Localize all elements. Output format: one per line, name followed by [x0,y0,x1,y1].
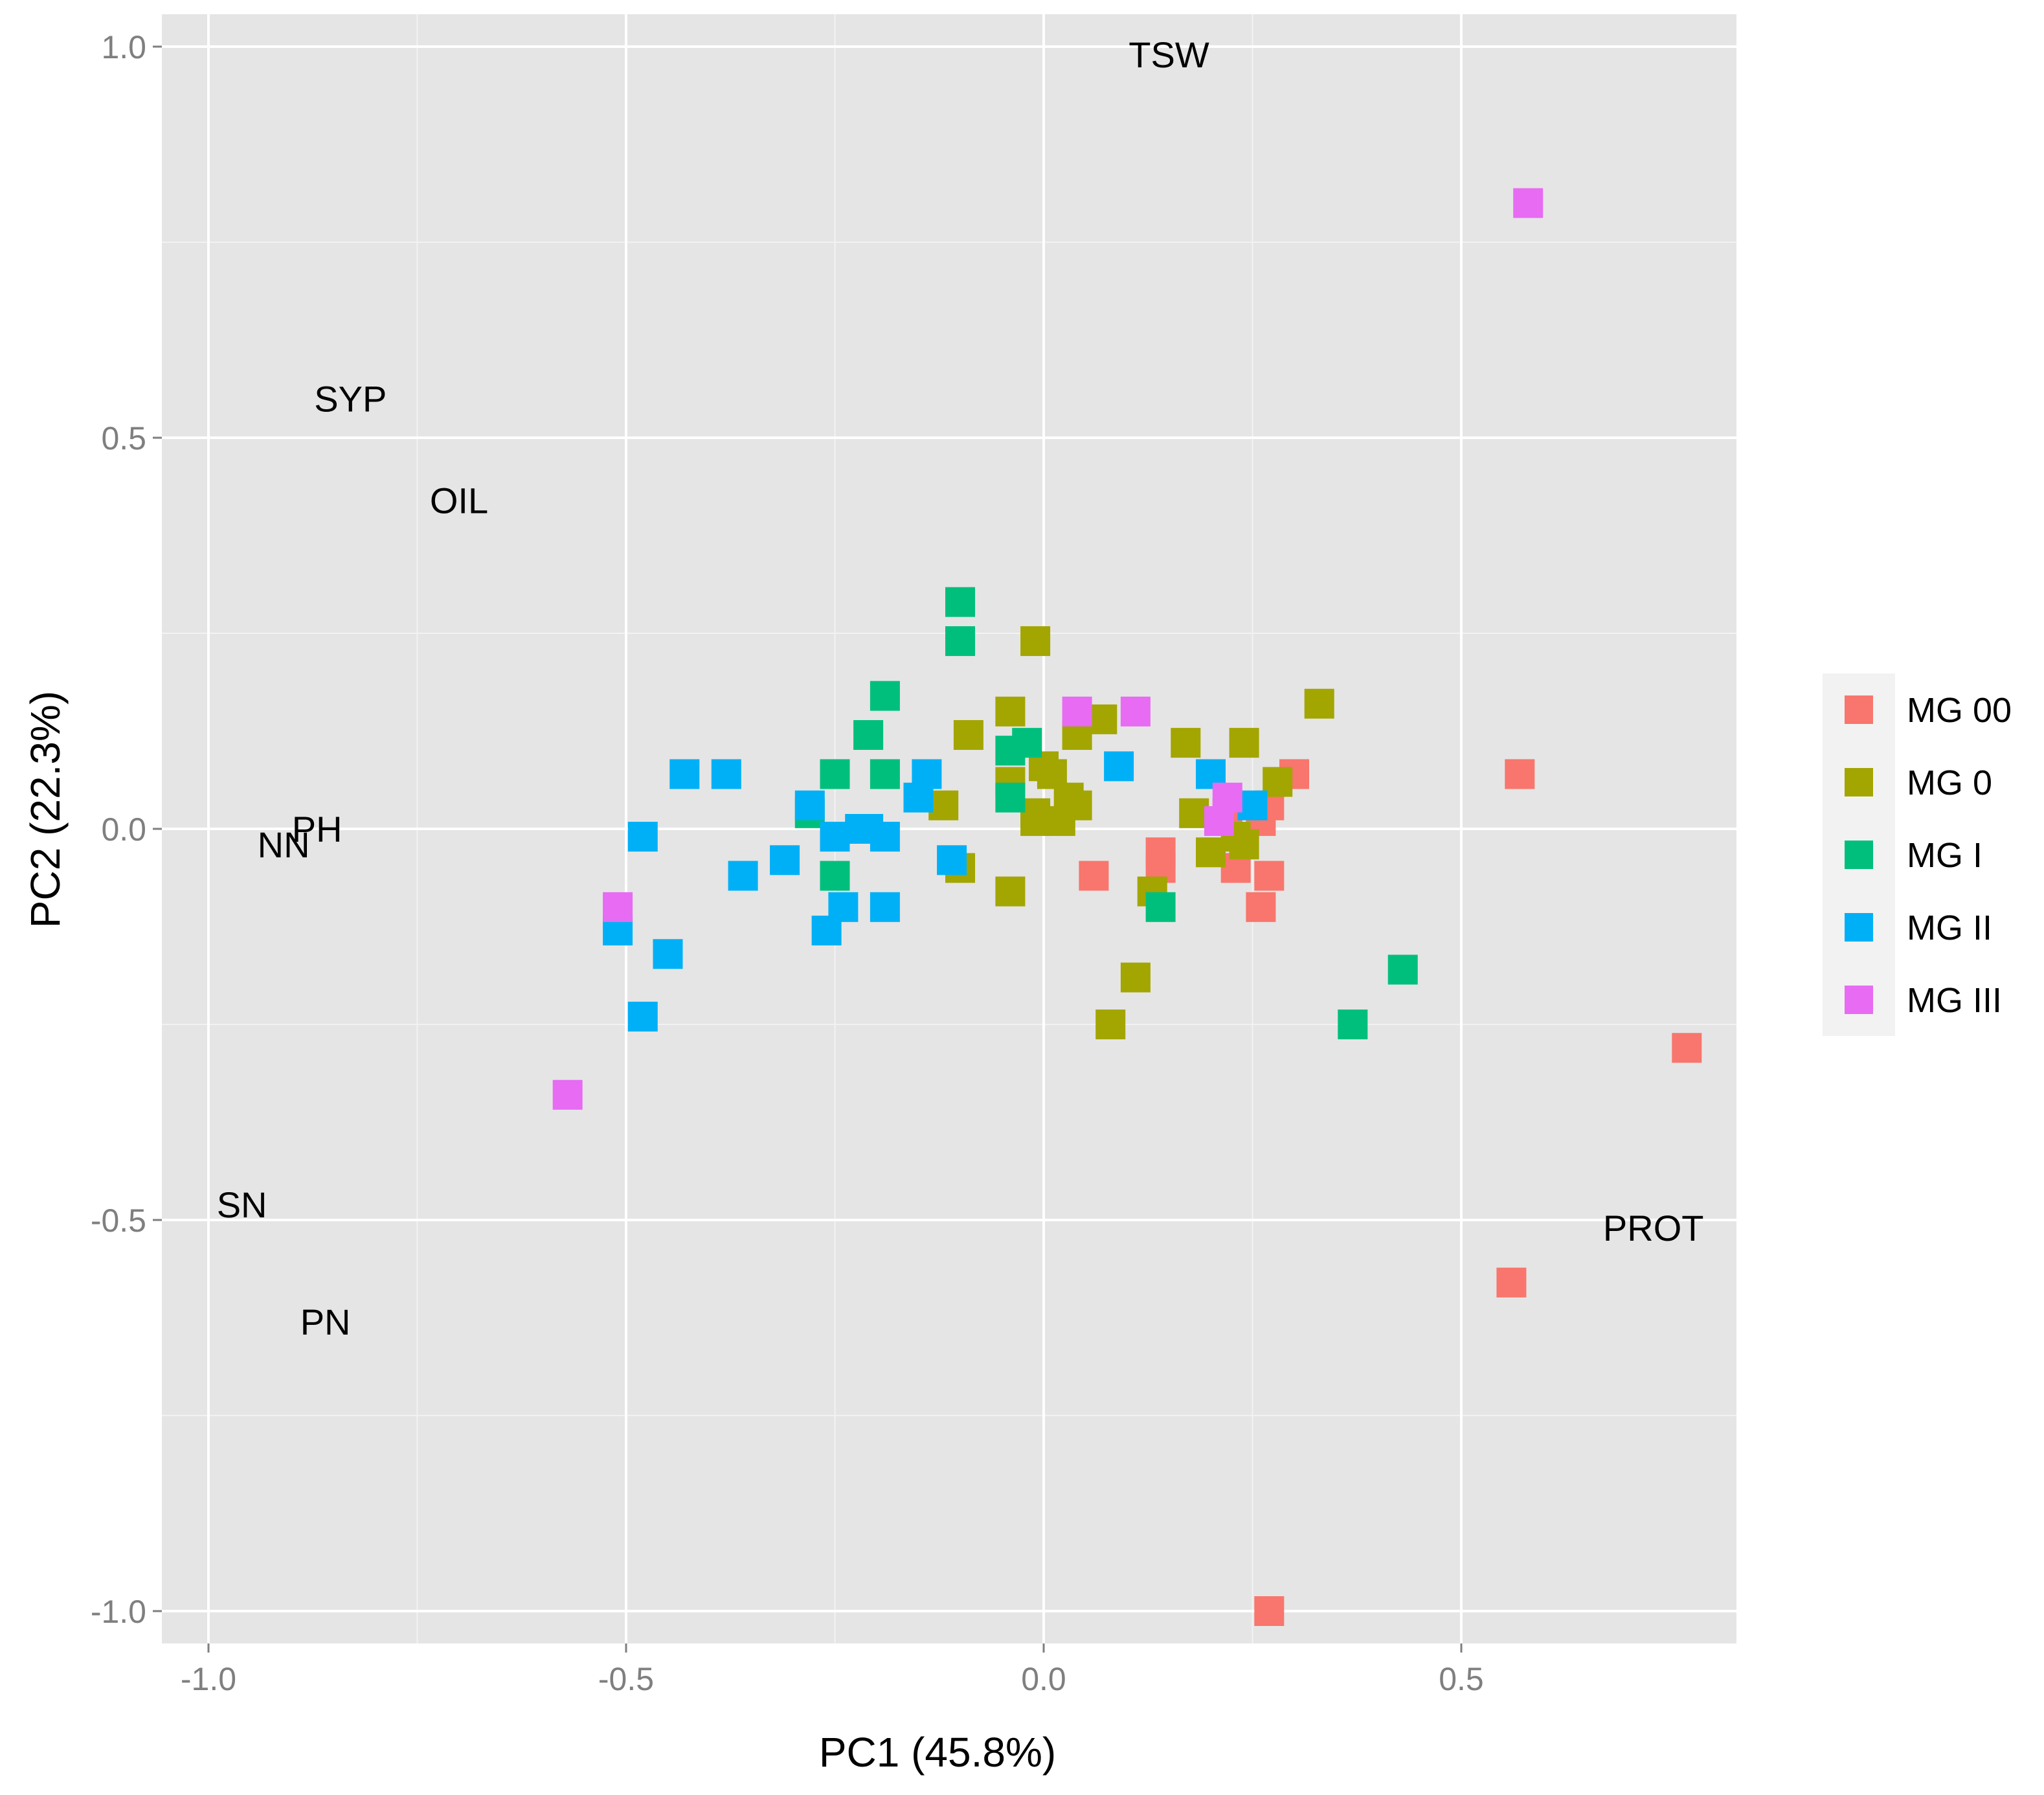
y-axis-tick-labels: -1.0 -0.5 0.0 0.5 1.0 [91,29,146,1630]
x-axis-tick-labels: -1.0 -0.5 0.0 0.5 [181,1661,1484,1697]
point-mg-ii [1237,790,1268,820]
point-mg-iii [1120,696,1151,727]
legend-swatch-mg-i [1845,841,1873,869]
x-tick-label: 0.0 [1021,1661,1066,1697]
axis-ticks [153,45,1463,1653]
point-mg-ii [820,822,850,852]
point-mg-0 [1095,1010,1126,1039]
point-mg-0 [1020,806,1051,836]
legend-swatch-mg-ii [1845,913,1873,942]
point-mg-ii [870,892,900,922]
variable-label-ph: PH [292,809,343,850]
legend-label-mg-iii: MG III [1907,981,2002,1020]
point-mg-0 [995,696,1026,727]
point-mg-ii [937,845,967,875]
point-mg-0 [1304,688,1334,719]
point-mg-ii [627,822,658,852]
point-mg-0 [1171,728,1201,758]
point-mg-00 [1254,1596,1285,1626]
point-mg-iii [1513,188,1544,218]
point-mg-i [995,736,1026,766]
point-mg-0 [1120,962,1151,993]
point-mg-iii [603,892,633,922]
point-mg-0 [1263,767,1293,797]
point-mg-0 [953,720,983,751]
point-mg-ii [794,790,825,820]
point-mg-i [945,587,975,617]
point-mg-0 [995,876,1026,907]
point-mg-iii [1062,696,1092,727]
point-mg-0 [928,790,959,820]
legend-label-mg-0: MG 0 [1907,763,1992,802]
x-axis-title: PC1 (45.8%) [819,1729,1056,1776]
point-mg-ii [903,782,934,813]
legend: MG 00 MG 0 MG I MG II MG III [1823,673,2012,1036]
point-mg-ii [711,759,741,789]
y-tick-label: 0.0 [101,811,146,848]
point-mg-0 [1229,728,1259,758]
point-mg-i [1387,954,1418,985]
legend-swatch-mg-00 [1845,695,1873,724]
point-mg-i [853,720,884,751]
y-tick-label: -1.0 [91,1594,146,1630]
y-tick-label: -0.5 [91,1202,146,1239]
point-mg-0 [1196,837,1226,868]
point-mg-iii [1204,806,1234,836]
point-mg-ii [669,759,700,789]
y-tick-label: 1.0 [101,29,146,65]
point-mg-ii [811,916,842,946]
point-mg-i [820,759,850,789]
variable-label-tsw: TSW [1129,34,1209,75]
legend-label-mg-ii: MG II [1907,909,1992,947]
y-axis-title: PC2 (22.3%) [22,691,69,928]
y-tick-label: 0.5 [101,420,146,457]
point-mg-ii [728,861,758,891]
point-mg-0 [1179,798,1209,828]
legend-swatch-mg-iii [1845,986,1873,1014]
point-mg-0 [1087,704,1117,734]
x-tick-label: -1.0 [181,1661,236,1697]
point-mg-00 [1505,759,1535,789]
point-mg-ii [1104,751,1134,782]
point-mg-ii [870,822,900,852]
point-mg-ii [653,939,683,969]
point-mg-i [870,759,900,789]
point-mg-iii [552,1079,583,1110]
point-mg-0 [1020,626,1051,657]
point-mg-i [945,626,975,657]
legend-label-mg-00: MG 00 [1907,691,2012,730]
x-tick-label: 0.5 [1439,1661,1484,1697]
point-mg-0 [1045,806,1075,836]
data-points [552,188,1702,1626]
variable-label-nn: NN [258,824,310,865]
point-mg-i [870,681,900,711]
variable-label-pn: PN [300,1302,351,1342]
variable-label-oil: OIL [430,480,488,521]
variable-label-syp: SYP [314,379,387,420]
point-mg-00 [1254,861,1285,891]
point-mg-00 [1496,1267,1527,1298]
point-mg-ii [627,1001,658,1032]
point-mg-ii [770,845,800,875]
point-mg-00 [1246,892,1276,922]
point-mg-i [1145,892,1176,922]
legend-swatch-mg-0 [1845,768,1873,796]
point-mg-00 [1672,1033,1702,1063]
x-tick-label: -0.5 [598,1661,654,1697]
variable-label-sn: SN [217,1184,267,1225]
point-mg-i [1338,1010,1368,1039]
point-mg-00 [1079,861,1109,891]
point-mg-i [995,782,1026,813]
legend-label-mg-i: MG I [1907,836,1982,875]
point-mg-i [820,861,850,891]
variable-label-prot: PROT [1603,1208,1704,1248]
